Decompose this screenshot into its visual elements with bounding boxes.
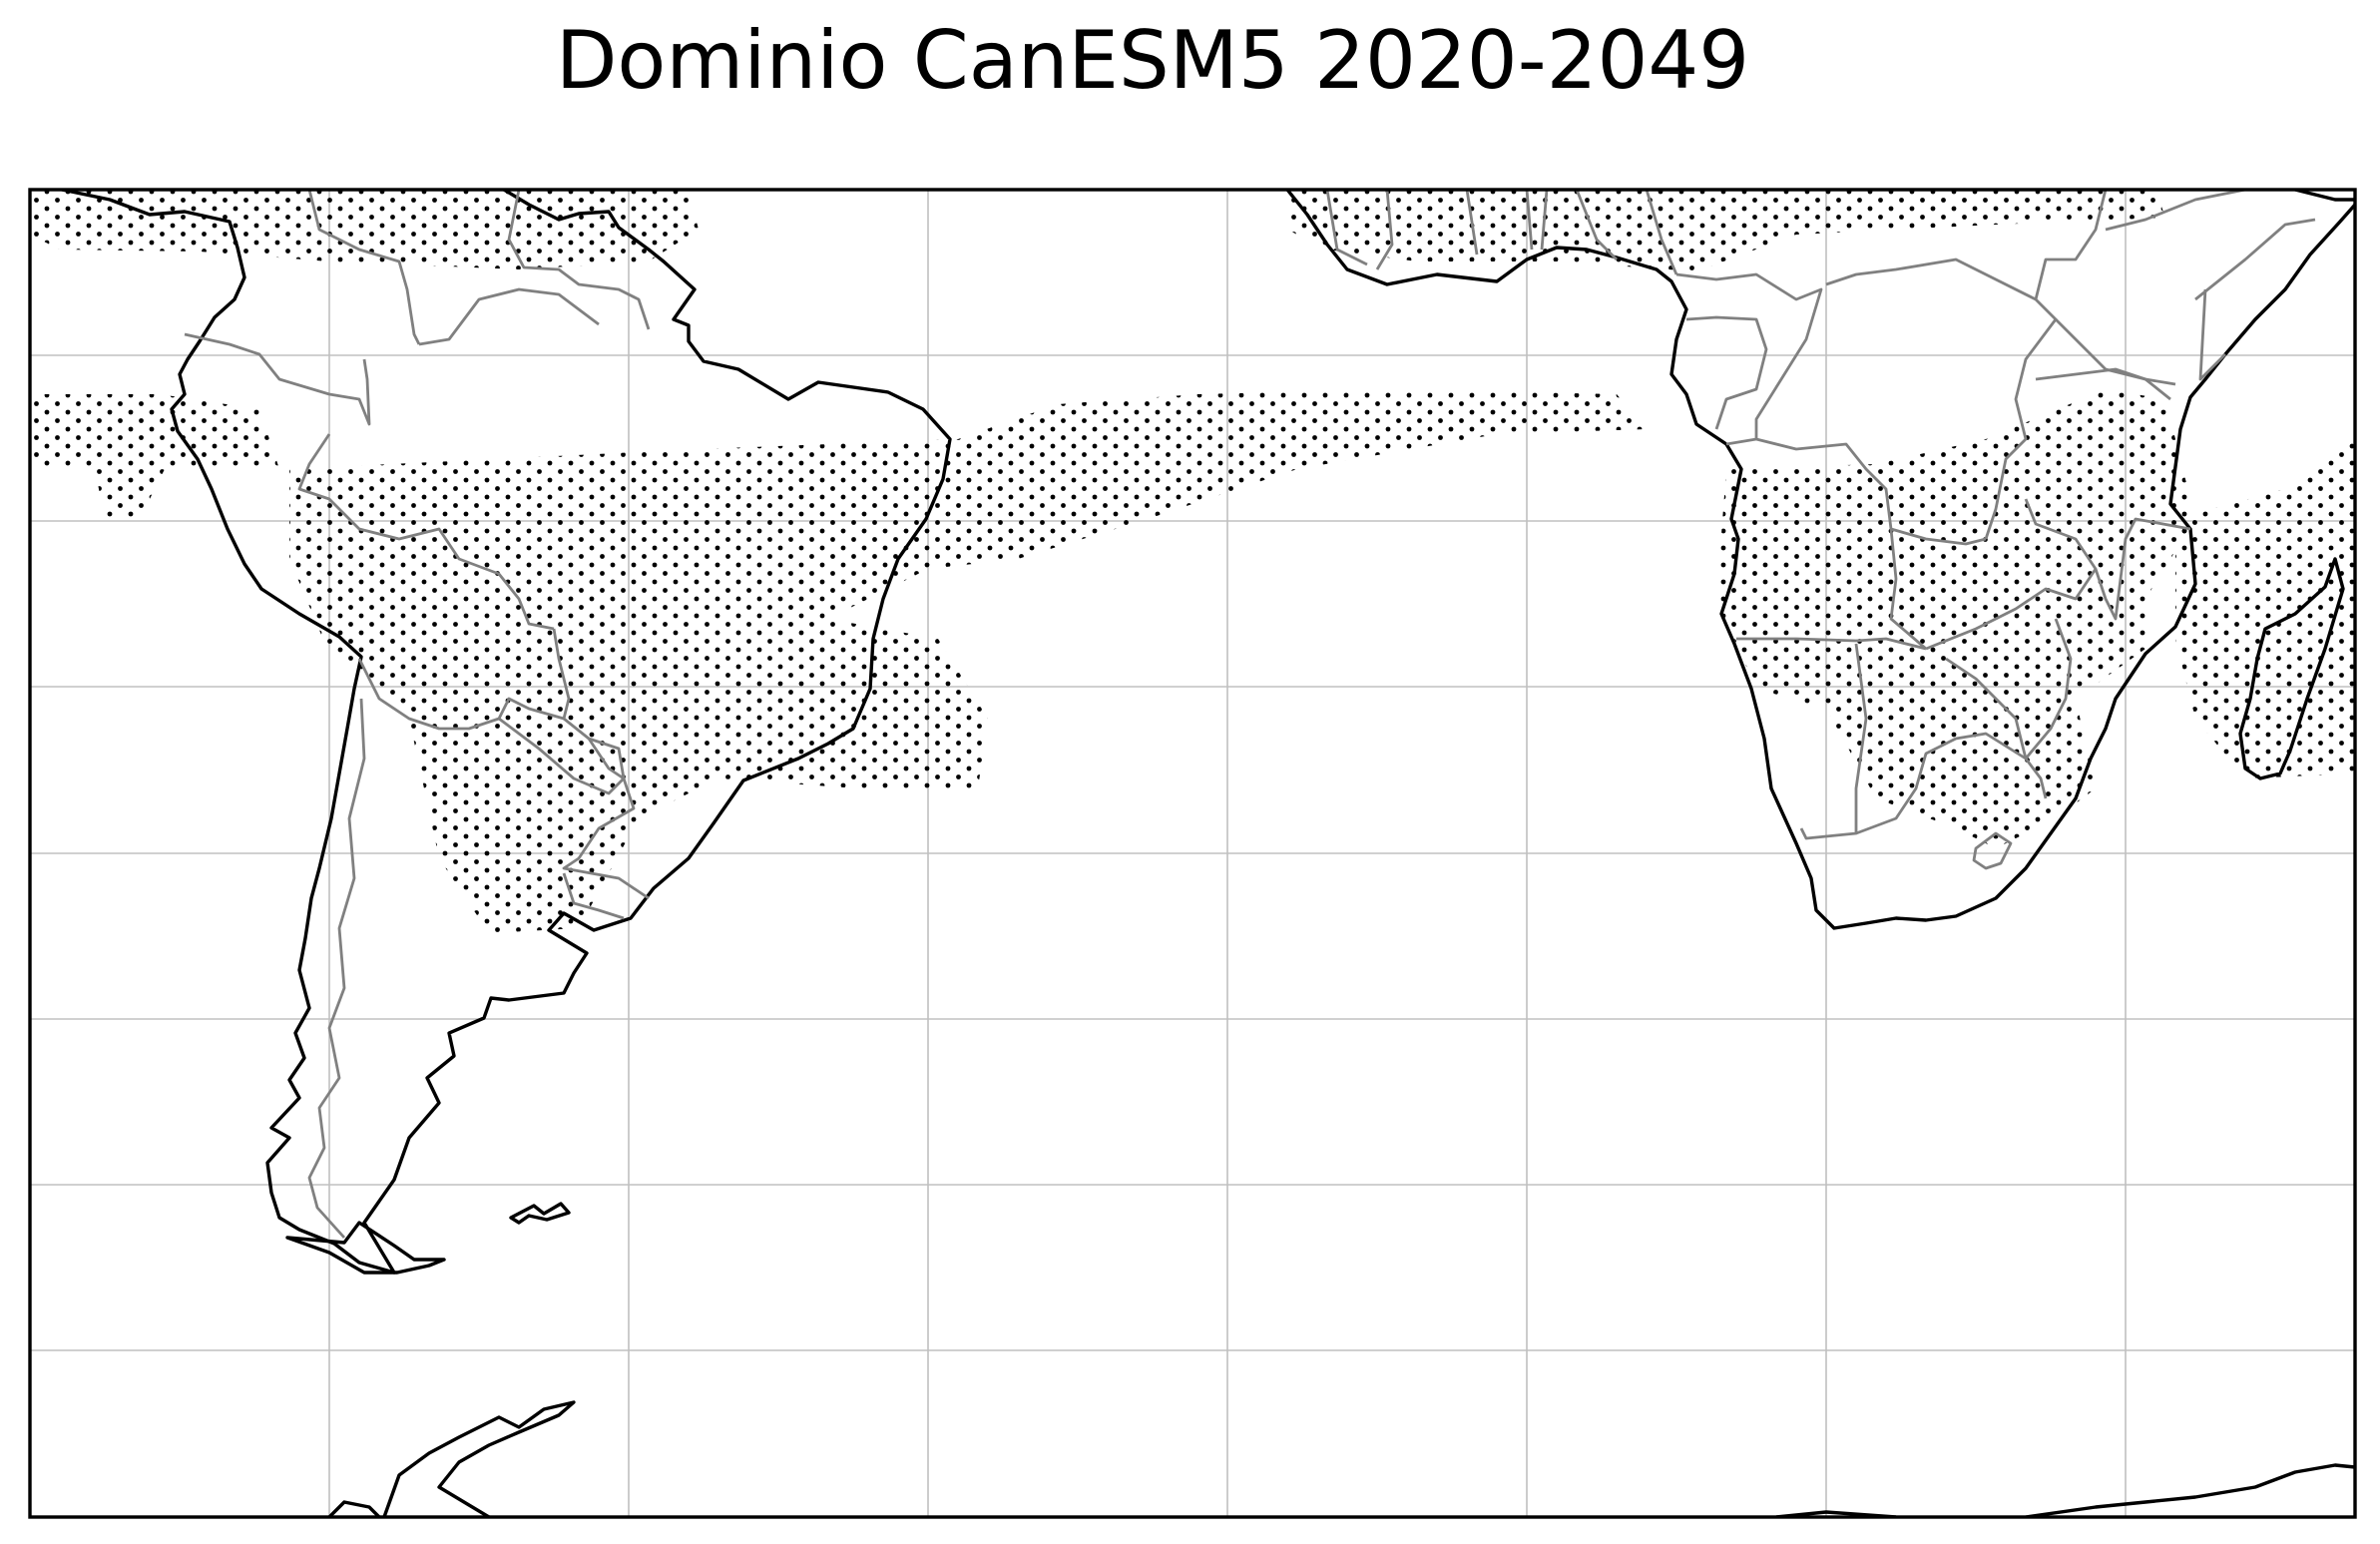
border-east-africa-3: [2055, 318, 2176, 386]
antarctica-east-coast: [1775, 1463, 2355, 1517]
stipple-region-north-sa: [30, 190, 699, 269]
border-colombia-venezuela: [307, 190, 421, 345]
border-angola-namibia: [1736, 637, 1927, 651]
border-bolivia-brazil: [552, 628, 590, 741]
horn-of-africa: [2294, 190, 2355, 202]
border-tanzania: [2035, 367, 2171, 401]
border-angola-zambia: [1889, 528, 1927, 651]
country-borders: [184, 190, 2316, 1239]
border-south-africa: [1855, 732, 2048, 835]
border-west-africa-4: [1525, 190, 1549, 251]
border-east-africa-1: [2034, 190, 2108, 300]
border-ethiopia-kenya: [2105, 190, 2295, 232]
stipple-region-central-sa: [289, 439, 988, 933]
border-west-africa-1: [1325, 190, 1368, 266]
border-argentina-chile: [307, 698, 366, 1239]
border-namibia-botswana: [1799, 643, 1868, 840]
antarctic-peninsula: [327, 1400, 576, 1517]
border-brazil-argentina-uruguay: [562, 738, 650, 900]
border-paraguay: [498, 717, 626, 795]
stipple-region-madagascar-indian: [2175, 439, 2355, 778]
south-america-coast: [61, 190, 952, 1275]
border-west-africa-2: [1375, 190, 1394, 270]
madagascar: [2238, 557, 2345, 780]
border-botswana-zimbabwe: [1945, 618, 2073, 761]
border-east-africa-2: [2198, 288, 2226, 381]
coastlines: [61, 190, 2355, 1517]
africa-coast: [1285, 190, 2355, 930]
border-lesotho: [1972, 831, 2013, 870]
border-uruguay: [562, 872, 625, 920]
falkland-islands: [509, 1202, 571, 1225]
tierra-del-fuego: [285, 1221, 446, 1275]
border-colombia-brazil: [418, 287, 600, 346]
stipple-region-peru-coast: [30, 394, 279, 519]
border-west-africa-3: [1465, 190, 1479, 256]
stipple-region-west-africa-coast: [1287, 190, 2165, 271]
border-drc-angola: [1755, 437, 1987, 546]
stippling-layer: [30, 190, 2355, 933]
border-peru-brazil-bolivia: [297, 433, 555, 631]
border-bolivia-argentina-chile: [357, 658, 565, 731]
border-ethiopia-somalia: [2194, 218, 2316, 301]
stipple-region-tropical-atlantic: [928, 389, 1647, 569]
map-frame: [28, 188, 2357, 1519]
border-colombia-ecuador-peru: [184, 332, 371, 426]
border-central-africa-2: [1685, 315, 1768, 430]
border-nigeria-cameroon: [1575, 190, 1678, 275]
stipple-region-southern-africa: [1716, 389, 2195, 848]
border-central-africa-1: [1675, 272, 1823, 446]
border-venezuela-guyana: [507, 190, 651, 330]
border-zambia: [1925, 498, 2098, 651]
map-title: Dominio CanESM5 2020-2049: [555, 14, 1750, 107]
border-mozambique: [2094, 517, 2191, 621]
